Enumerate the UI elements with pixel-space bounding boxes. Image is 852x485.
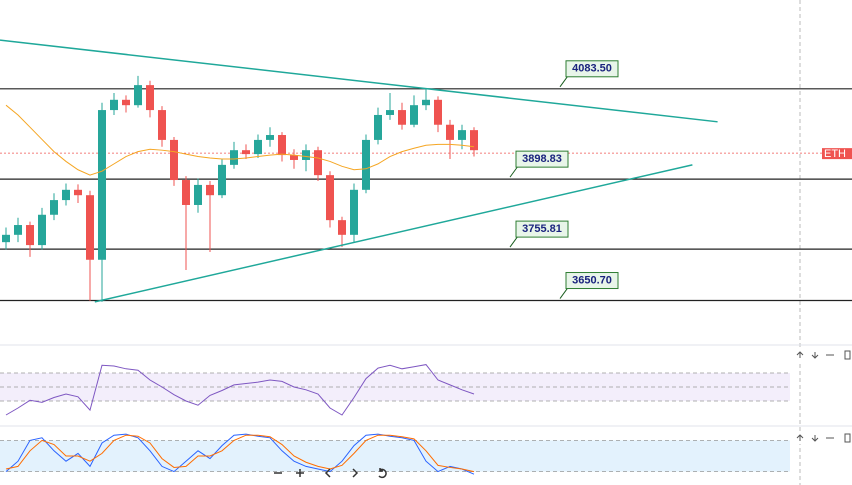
candle-body (98, 110, 106, 260)
candle-body (230, 150, 238, 165)
candle-body (290, 155, 298, 160)
reset[interactable] (378, 468, 387, 479)
trendline (94, 164, 693, 303)
level-label: 3650.70 (572, 274, 612, 286)
candle-body (86, 195, 94, 260)
candle-body (194, 184, 202, 205)
candle-body (242, 150, 250, 155)
candle-body (254, 139, 262, 155)
price-tag (822, 148, 852, 160)
label-pointer (559, 287, 569, 299)
pane-controls[interactable] (794, 349, 851, 444)
candle-body (170, 139, 178, 181)
candle-body (410, 105, 418, 125)
label-pointer (559, 75, 569, 88)
candle-body (218, 164, 226, 196)
candle-body (350, 189, 358, 235)
scroll-right[interactable] (352, 468, 359, 478)
level-label-box (565, 272, 619, 290)
candle-body (2, 234, 10, 243)
scroll-left[interactable] (324, 468, 331, 478)
level-label-box (515, 150, 569, 168)
candle-body (134, 85, 142, 106)
candle-body (398, 110, 406, 125)
level-label: 4083.50 (572, 63, 612, 75)
candle-body (50, 200, 58, 215)
candle-body (470, 130, 478, 151)
candle-body (338, 220, 346, 235)
candle-body (146, 85, 154, 111)
candle-body (62, 189, 70, 201)
rsi-line (5, 364, 475, 416)
candle-body (458, 130, 466, 140)
price-tag-label: ETH (824, 148, 846, 160)
candle-body (326, 175, 334, 221)
candle-body (434, 99, 442, 125)
candle-body (110, 99, 118, 111)
toolbar[interactable] (274, 468, 387, 479)
candle-body (74, 189, 82, 196)
label-pointer (509, 165, 519, 178)
candle-body (278, 135, 286, 156)
candle-body (122, 99, 130, 106)
candle-body (362, 139, 370, 190)
candle-body (386, 110, 394, 115)
label-pointer (509, 235, 519, 248)
candle-body (302, 150, 310, 160)
trendline (0, 39, 718, 123)
stoch-band (0, 440, 790, 472)
level-label: 3755.81 (522, 223, 562, 235)
stoch-line (5, 434, 475, 473)
moving-average (5, 104, 475, 176)
zoom-in[interactable] (296, 469, 304, 477)
candle-body (38, 214, 46, 246)
level-label-box (515, 220, 569, 238)
level-label-box (565, 60, 619, 78)
candle-body (374, 114, 382, 140)
candle-body (314, 150, 322, 176)
stoch-line (5, 433, 475, 475)
candle-body (266, 135, 274, 140)
candle-body (158, 110, 166, 140)
candle-body (26, 225, 34, 246)
candle-body (14, 225, 22, 235)
candle-body (422, 99, 430, 106)
candle-body (446, 124, 454, 140)
level-label: 3898.83 (522, 153, 562, 165)
candle-body (206, 184, 214, 196)
candle-body (182, 180, 190, 205)
